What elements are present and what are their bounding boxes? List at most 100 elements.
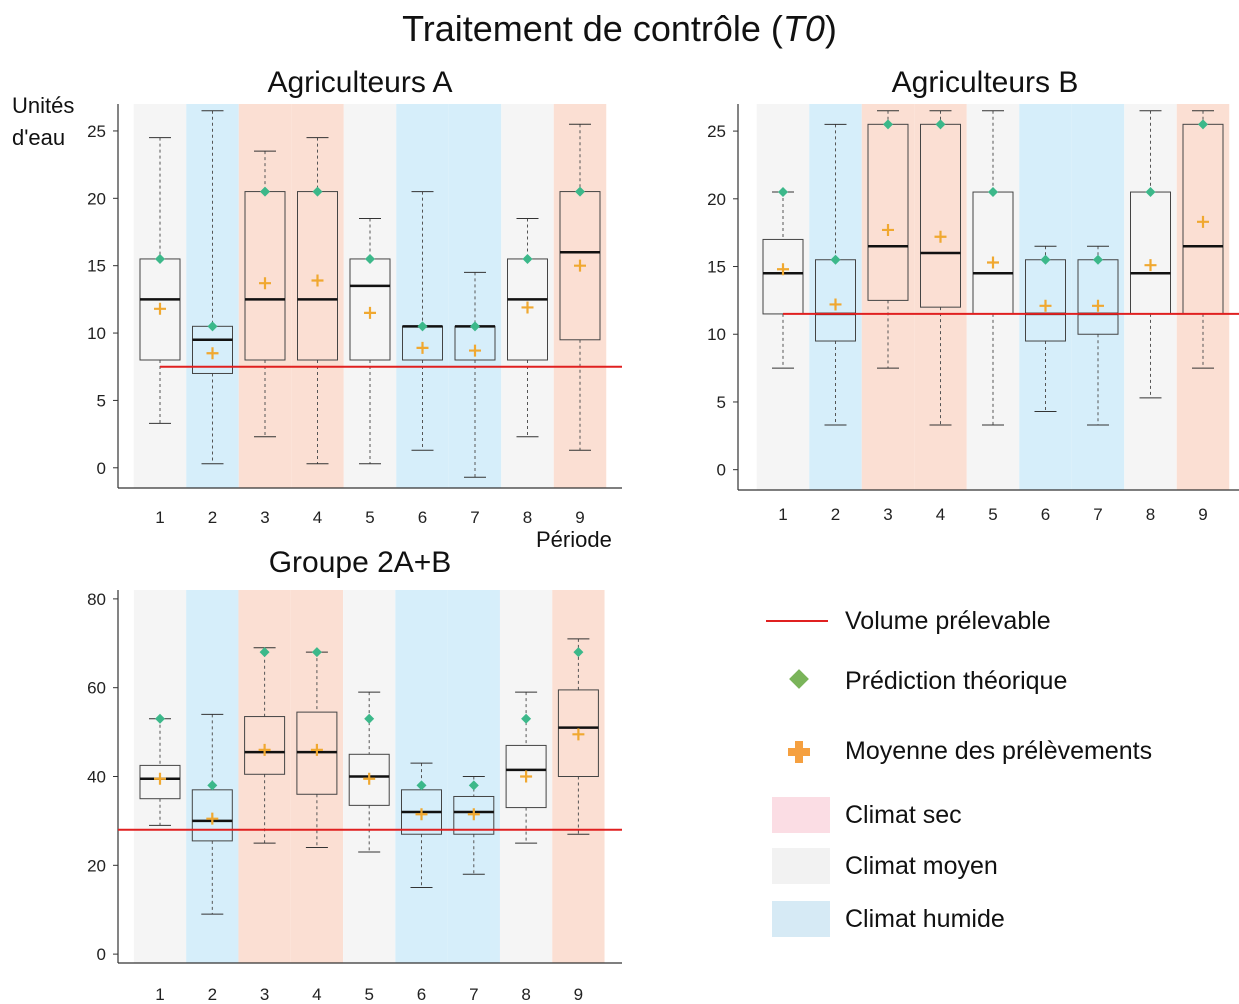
legend-mean: Moyenne des prélèvements [760,731,1152,771]
legend-medium: Climat moyen [760,846,998,886]
legend-humid-swatch [772,901,830,937]
panel-2-y-tick-10: 10 [707,325,726,344]
y-axis-label: Unités d'eau [12,90,74,154]
x-axis-label: Période [536,527,612,552]
legend-prediction: Prédiction théorique [760,661,1067,701]
panel-1-x-tick-7: 7 [470,508,479,527]
panel-2-x-tick-8: 8 [1146,505,1155,524]
panel-3-x-tick-9: 9 [574,985,583,1004]
panel-3-climate-band-4 [290,590,344,963]
panel-1-climate-band-5 [343,104,397,488]
legend-dry-symbol [760,795,840,835]
legend-medium-swatch [772,848,830,884]
panel-3-x-tick-7: 7 [469,985,478,1004]
panel-2-prediction-1 [778,187,788,198]
panel-3-mean-1 [154,772,166,785]
panel-1-mean-7 [469,344,481,357]
panel-2-prediction-6 [1040,254,1051,265]
panel-1-prediction-5 [365,253,375,264]
panel-1-prediction-4 [312,186,323,197]
panel-2-mean-2 [829,298,842,311]
plus-icon [788,741,810,763]
panel-2-climate-band-4 [914,104,967,490]
panel-2-mean-6 [1039,299,1052,312]
legend-plus-symbol [760,731,840,771]
panel-2-prediction-2 [830,254,841,265]
panel-c-title: Groupe 2A+B [268,546,452,579]
legend-diamond-symbol [760,661,840,701]
panel-2-mean-7 [1092,299,1104,312]
panel-3-prediction-1 [155,713,165,724]
legend-mean-label: Moyenne des prélèvements [845,736,1153,765]
legend-dry-swatch [772,797,830,833]
panel-3-mean-2 [206,812,219,825]
panel-2-mean-3 [882,223,894,236]
panel-3-y-tick-80: 80 [87,590,106,609]
panel-1-mean-4 [311,274,324,287]
panel-3-prediction-3 [259,647,270,658]
panel-1-mean-2 [206,347,219,360]
panel-3-x-tick-2: 2 [208,985,217,1004]
legend-dry: Climat sec [760,795,962,835]
panel-1-climate-band-3 [238,104,292,488]
panel-2-x-tick-4: 4 [936,505,945,524]
legend-humid-label: Climat humide [845,904,1005,933]
panel-2-y-tick-5: 5 [717,393,726,412]
panel-2-y-tick-0: 0 [717,461,726,480]
panel-1-prediction-2 [207,321,218,332]
main-title-text: Traitement de contrôle ( [402,8,783,49]
panel-3-x-tick-4: 4 [312,985,321,1004]
legend-line-swatch [766,620,828,622]
legend-medium-symbol [760,846,840,886]
panel-3-mean-4 [310,743,323,756]
panel-1-x-tick-5: 5 [365,508,374,527]
panel-3-prediction-9 [573,647,584,658]
panel-1-mean-9 [574,259,586,272]
legend-dry-label: Climat sec [845,800,962,829]
panel-2-mean-8 [1144,259,1157,272]
legend-medium-label: Climat moyen [845,851,998,880]
panel-2-y-tick-15: 15 [707,258,726,277]
panel-1-prediction-8 [522,253,533,264]
panel-2-climate-band-5 [966,104,1020,490]
panel-2-x-tick-1: 1 [778,505,787,524]
panel-1-x-tick-9: 9 [575,508,584,527]
panel-1-climate-band-1 [133,104,187,488]
legend-volume: Volume prélevable [760,601,1051,641]
panel-1-mean-1 [154,302,166,315]
panel-3-x-tick-5: 5 [364,985,373,1004]
panel-3-box-5 [348,753,390,806]
panel-3-box-7 [453,795,495,835]
legend-humid-symbol [760,899,840,939]
panel-1-mean-6 [416,341,429,354]
panel-2-climate-band-7 [1071,104,1125,490]
panel-1-prediction-1 [155,253,165,264]
panel-3-x-tick-8: 8 [521,985,530,1004]
y-axis-label-line1: Unités [12,93,75,118]
panel-3-y-tick-60: 60 [87,679,106,698]
legend-volume-label: Volume prélevable [845,606,1051,635]
panel-2-y-tick-20: 20 [707,190,726,209]
panel-2-mean-5 [987,256,999,269]
panel-2-x-tick-2: 2 [831,505,840,524]
panel-a-title: Agriculteurs A [267,66,453,99]
panel-2-prediction-9 [1198,119,1208,130]
main-title-code: T0 [782,8,825,49]
panel-1-x-tick-3: 3 [260,508,269,527]
panel-3-y-tick-20: 20 [87,856,106,875]
panel-3-prediction-8 [521,713,532,724]
legend-line-symbol [760,601,840,641]
panel-1-climate-band-4 [291,104,344,488]
panel-2-x-tick-9: 9 [1198,505,1207,524]
panel-2-mean-4 [934,230,947,243]
panel-1-mean-3 [259,277,271,290]
panel-3-box-3 [244,716,286,775]
panel-1-y-tick-10: 10 [87,324,106,343]
panel-1-x-tick-1: 1 [155,508,164,527]
panel-2-x-tick-7: 7 [1093,505,1102,524]
panel-1-y-tick-0: 0 [97,459,106,478]
panel-1-mean-8 [521,301,534,314]
y-axis-label-line2: d'eau [12,125,66,150]
panel-2-mean-1 [777,263,789,276]
